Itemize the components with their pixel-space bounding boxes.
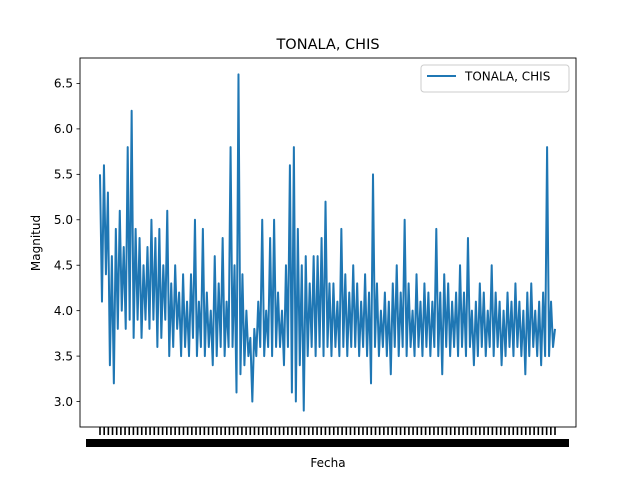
chart-title: TONALA, CHIS (275, 37, 379, 53)
y-tick-label: 6.0 (54, 122, 73, 136)
x-tick-label-overlap (541, 439, 569, 447)
y-tick-label: 5.5 (54, 168, 73, 182)
x-axis-label: Fecha (310, 456, 345, 470)
y-axis-label: Magnitud (29, 215, 43, 271)
y-tick-label: 4.0 (54, 304, 73, 318)
y-tick-label: 3.5 (54, 349, 73, 363)
y-tick-label: 6.5 (54, 77, 73, 91)
series-line (99, 73, 556, 412)
y-tick-label: 5.0 (54, 213, 73, 227)
y-tick-label: 3.0 (54, 395, 73, 409)
y-tick-label: 4.5 (54, 259, 73, 273)
series-layer (99, 73, 556, 412)
legend: TONALA, CHIS (420, 64, 570, 93)
y-axis-ticks: 3.0 3.5 4.0 4.5 5.0 5.5 6.0 6.5 (54, 77, 80, 409)
legend-box (420, 64, 570, 93)
x-axis-ticks (86, 427, 569, 447)
plot-frame (79, 57, 577, 428)
legend-entry-label: TONALA, CHIS (464, 70, 550, 84)
